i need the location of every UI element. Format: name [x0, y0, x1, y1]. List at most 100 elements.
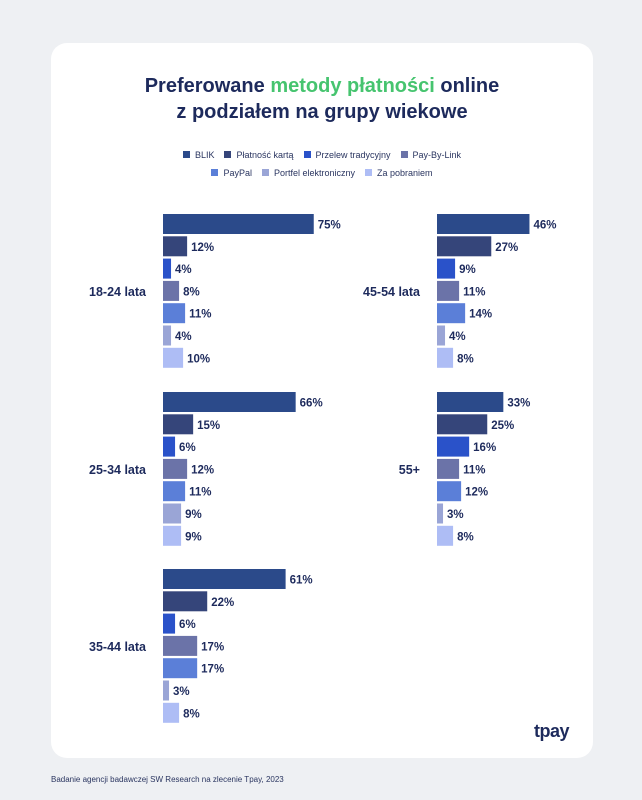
- group-label: 55+: [399, 463, 420, 477]
- bar: [163, 347, 184, 368]
- legend-item: Pay-By-Link: [400, 149, 462, 160]
- legend-label: Przelew tradycyjny: [315, 149, 391, 160]
- bar-value-label: 8%: [183, 286, 200, 298]
- bar-value-label: 8%: [183, 708, 200, 720]
- bar-value-label: 14%: [469, 309, 492, 321]
- bar-value-label: 6%: [179, 442, 196, 454]
- bar-value-label: 6%: [179, 619, 196, 631]
- bar-value-label: 11%: [463, 464, 485, 476]
- bar: [437, 214, 530, 234]
- bar: [163, 613, 176, 634]
- bar: [437, 392, 504, 412]
- bar: [163, 280, 180, 301]
- bar: [437, 481, 462, 502]
- bar-value-label: 16%: [473, 442, 496, 454]
- bar: [163, 214, 314, 234]
- bar: [163, 503, 182, 524]
- legend-swatch: [365, 168, 373, 176]
- bar: [163, 325, 172, 346]
- bar-value-label: 22%: [211, 597, 234, 609]
- bar-value-label: 11%: [189, 309, 211, 321]
- bar-value-label: 9%: [185, 509, 202, 521]
- bar-value-label: 11%: [189, 487, 211, 499]
- bar: [163, 436, 176, 457]
- legend-swatch: [224, 150, 232, 158]
- bar: [163, 591, 208, 612]
- bar: [163, 569, 286, 589]
- bar-value-label: 46%: [533, 220, 556, 232]
- bar-value-label: 8%: [457, 531, 474, 543]
- bar: [163, 658, 198, 679]
- bar-value-label: 12%: [191, 242, 214, 254]
- bar: [437, 303, 466, 324]
- legend-swatch: [303, 150, 311, 158]
- bar: [437, 458, 460, 479]
- bar: [437, 258, 456, 279]
- bar: [163, 236, 188, 257]
- bar-value-label: 10%: [187, 353, 210, 365]
- bar-value-label: 17%: [201, 641, 224, 653]
- legend-item: Za pobraniem: [365, 168, 433, 178]
- legend-row-1: BLIK Płatność kartą Przelew tradycyjny Pay-…: [51, 149, 593, 160]
- bar-value-label: 25%: [491, 420, 514, 432]
- bar: [437, 280, 460, 301]
- bar-value-label: 27%: [495, 242, 518, 254]
- group-label: 35-44 lata: [89, 640, 147, 654]
- title-line-1: Preferowane metody płatności online: [51, 73, 593, 99]
- group-label: 25-34 lata: [89, 463, 147, 477]
- tpay-logo: tpay: [533, 721, 570, 741]
- bar: [163, 258, 172, 279]
- legend-item: Płatność kartą: [224, 149, 294, 160]
- legend-swatch: [261, 168, 269, 176]
- bar-value-label: 9%: [185, 531, 202, 543]
- legend-swatch: [182, 150, 190, 158]
- bar-value-label: 4%: [449, 331, 466, 343]
- bar: [163, 414, 194, 435]
- bar: [163, 635, 198, 656]
- bar: [163, 525, 182, 546]
- bar: [437, 503, 444, 524]
- title-line-2: z podziałem na grupy wiekowe: [176, 101, 468, 123]
- bar-value-label: 4%: [175, 331, 192, 343]
- legend-item: PayPal: [211, 168, 252, 178]
- bar-value-label: 33%: [507, 398, 530, 410]
- bar-value-label: 12%: [191, 464, 214, 476]
- bar-value-label: 66%: [300, 398, 323, 410]
- legend-label: PayPal: [223, 167, 252, 178]
- bar-value-label: 12%: [465, 487, 488, 499]
- legend-item: BLIK: [182, 150, 214, 160]
- bar-value-label: 3%: [173, 686, 190, 698]
- bar-value-label: 17%: [201, 664, 224, 676]
- bar-value-label: 8%: [457, 353, 474, 365]
- bar: [437, 414, 488, 435]
- bar: [163, 458, 188, 479]
- bar-value-label: 75%: [318, 220, 341, 232]
- group-label: 45-54 lata: [363, 285, 421, 299]
- title-accent: metody płatności: [270, 75, 435, 97]
- legend-label: Płatność kartą: [236, 149, 294, 160]
- legend-label: Portfel elektroniczny: [273, 167, 356, 178]
- bar-value-label: 15%: [197, 420, 220, 432]
- legend-swatch: [211, 168, 219, 176]
- legend-row-2: PayPal Portfel elektroniczny Za pobraniem: [51, 167, 593, 178]
- bar: [163, 680, 170, 701]
- bar-chart: 18-24 lata 75% 12% 4% 8% 11% 4% 10% 25-34 lata 66…: [89, 214, 556, 723]
- bar: [437, 347, 454, 368]
- legend-label: Za pobraniem: [377, 167, 433, 178]
- infographic-card: Preferowane metody płatności online z po…: [51, 43, 593, 758]
- legend-label: Pay-By-Link: [412, 149, 462, 160]
- bar: [437, 325, 446, 346]
- legend-item: Przelew tradycyjny: [303, 149, 391, 160]
- source-note: Badanie agencji badawczej SW Research na…: [51, 775, 284, 784]
- group-label: 18-24 lata: [89, 285, 147, 299]
- chart-title: Preferowane metody płatności online z po…: [51, 73, 593, 125]
- legend-swatch: [400, 150, 408, 158]
- bar: [163, 392, 296, 412]
- bar: [437, 236, 492, 257]
- bar-value-label: 61%: [290, 575, 313, 587]
- bar-value-label: 9%: [459, 264, 476, 276]
- bar: [437, 436, 470, 457]
- title-line-1-end: online: [434, 75, 500, 97]
- bar: [163, 481, 186, 502]
- bar: [437, 525, 454, 546]
